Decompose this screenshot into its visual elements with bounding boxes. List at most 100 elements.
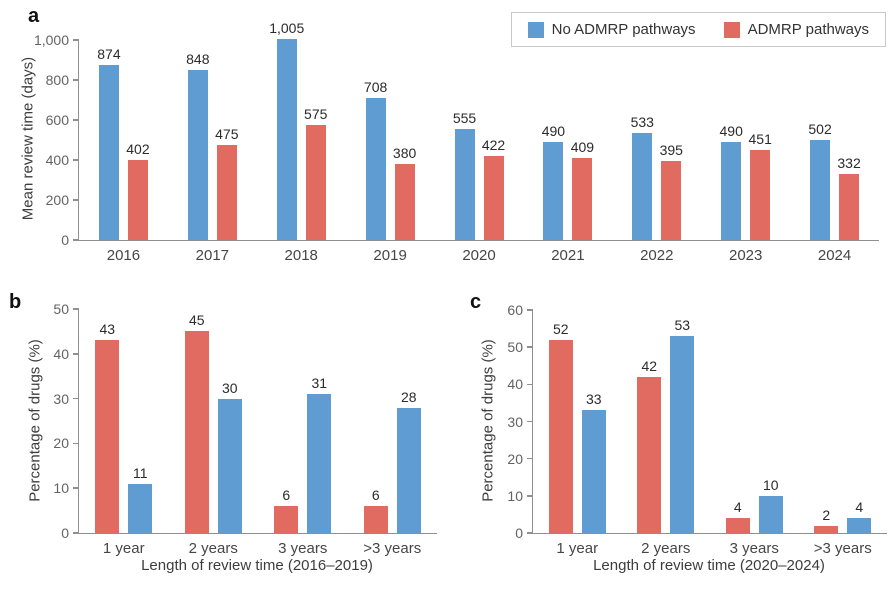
y-tick-label: 10 [507, 487, 523, 504]
bar-group-2024: 502 332 2024 [790, 40, 879, 264]
bar-group-1-year: 43 11 1 year [79, 309, 169, 557]
bar-value-label: 30 [221, 379, 238, 396]
panel-b-plot-area: 0 10 20 30 40 50 43 11 1 year 45 30 2 years 6 31 3 yea… [53, 301, 437, 557]
bar-group-1-year: 52 33 1 year [533, 310, 622, 557]
bar-no-admrp-pathways-1-year: 11 [128, 465, 153, 533]
bar-value-label: 555 [452, 110, 477, 126]
panel-a-plot-area: 0 200 400 600 800 1,000 874 402 2016 848 475 2017 1,… [34, 20, 879, 264]
y-tick-mark [527, 420, 533, 423]
bar-value-label: 33 [585, 391, 602, 408]
legend: No ADMRP pathways ADMRP pathways [510, 12, 886, 47]
bar-groups: 874 402 2016 848 475 2017 1,005 575 2018 708 380 20… [79, 20, 879, 264]
x-category-label: 2024 [817, 247, 852, 264]
bar-no-admrp-pathways-2020: 555 [453, 110, 476, 240]
y-tick-mark [73, 199, 79, 201]
y-tick-mark [73, 159, 79, 161]
y-tick-50: 50 [53, 301, 79, 317]
y-tick-mark [73, 442, 79, 445]
bar-value-label: 4 [733, 499, 742, 516]
y-tick-50: 50 [507, 339, 533, 355]
bar-admrp-pathways-2021: 409 [571, 139, 594, 240]
x-category-label: 2016 [106, 247, 141, 264]
y-tick-label: 600 [45, 112, 69, 128]
y-tick-1,000: 1,000 [34, 32, 79, 48]
bar-admrp-pathways-2018: 575 [304, 106, 327, 240]
bar-value-label: 395 [659, 142, 683, 158]
bar-value-label: 490 [719, 123, 743, 139]
y-tick-mark [73, 239, 79, 241]
bar-value-label: 4 [855, 499, 864, 516]
y-tick-label: 0 [61, 525, 69, 541]
y-tick-label: 400 [45, 152, 69, 168]
bar-no-admrp-pathways-3-years: 31 [307, 375, 332, 533]
y-tick-10: 10 [53, 480, 79, 496]
y-tick-label: 1,000 [33, 32, 69, 48]
bar-admrp-pathways-2023: 451 [748, 131, 772, 240]
x-category-label: 2018 [284, 247, 318, 264]
y-tick-800: 800 [46, 72, 79, 88]
bar-admrp-pathways-3-years: 2 [814, 507, 839, 533]
x-category-label: 2019 [373, 247, 407, 264]
legend-swatch-blue-icon [527, 21, 544, 38]
panel-b-y-axis-label: Percentage of drugs (%) [26, 339, 44, 502]
bar-group-3-years: 4 10 3 years [710, 310, 799, 557]
y-tick-0: 0 [61, 525, 79, 541]
y-tick-mark [527, 346, 533, 348]
y-tick-label: 50 [507, 339, 523, 356]
y-tick-40: 40 [507, 376, 533, 392]
bar-no-admrp-pathways-3-years: 28 [396, 389, 421, 533]
legend-item-no-admrp: No ADMRP pathways [527, 21, 696, 38]
bar-no-admrp-pathways-1-year: 33 [581, 391, 606, 533]
bar-admrp-pathways-2017: 475 [215, 126, 239, 240]
bar-group-2022: 533 395 2022 [612, 40, 701, 264]
bar-value-label: 402 [126, 140, 150, 157]
y-tick-mark [73, 532, 79, 534]
x-category-label: 2 years [641, 540, 691, 557]
bar-value-label: 708 [363, 79, 388, 96]
bar-value-label: 2 [822, 506, 831, 523]
y-tick-40: 40 [53, 346, 79, 362]
bar-group-2019: 708 380 2019 [346, 40, 435, 264]
bar-value-label: 45 [188, 312, 205, 329]
y-tick-20: 20 [507, 451, 533, 467]
bar-admrp-pathways-2-years: 42 [637, 358, 662, 533]
y-tick-label: 50 [53, 301, 69, 317]
bar-group-2020: 555 422 2020 [435, 40, 524, 264]
x-category-label: 1 year [102, 540, 145, 557]
bar-admrp-pathways-2019: 380 [393, 145, 416, 240]
bar-no-admrp-pathways-2021: 490 [542, 123, 565, 240]
y-tick-label: 30 [53, 390, 69, 407]
bar-value-label: 533 [630, 114, 654, 131]
bar-value-label: 52 [552, 320, 569, 337]
y-tick-60: 60 [507, 302, 533, 318]
y-tick-mark [73, 397, 79, 400]
x-category-label: 2020 [462, 247, 496, 264]
bar-group-2017: 848 475 2017 [168, 40, 257, 264]
bar-group-2-years: 42 53 2 years [622, 310, 711, 557]
panel-b-letter: b [9, 291, 22, 313]
panel-c-y-axis-label: Percentage of drugs (%) [479, 339, 497, 502]
bar-admrp-pathways-2016: 402 [126, 141, 150, 240]
bar-value-label: 380 [392, 145, 417, 161]
bar-group-2018: 1,005 575 2018 [257, 20, 346, 264]
bar-value-label: 1,005 [269, 20, 305, 36]
bar-admrp-pathways-2020: 422 [482, 137, 505, 240]
y-tick-mark [73, 353, 79, 355]
panel-a-y-axis-label: Mean review time (days) [19, 56, 37, 221]
bar-value-label: 28 [400, 388, 417, 405]
bar-value-label: 409 [570, 139, 595, 156]
bar-no-admrp-pathways-2024: 502 [808, 121, 832, 240]
bar-group-3-years: 2 4 >3 years [799, 310, 888, 557]
y-tick-mark [73, 308, 79, 310]
panel-c-plot-area: 0 10 20 30 40 50 60 52 33 1 year 42 53 2 years 4 10 3 y… [507, 302, 888, 557]
y-tick-20: 20 [53, 435, 79, 451]
x-category-label: 2021 [551, 247, 585, 264]
y-tick-200: 200 [46, 192, 79, 208]
y-tick-30: 30 [507, 414, 533, 430]
bar-no-admrp-pathways-2018: 1,005 [269, 20, 304, 240]
y-tick-mark [73, 487, 79, 489]
bar-value-label: 43 [99, 321, 116, 338]
y-tick-mark [527, 457, 533, 460]
bar-value-label: 10 [762, 476, 779, 493]
